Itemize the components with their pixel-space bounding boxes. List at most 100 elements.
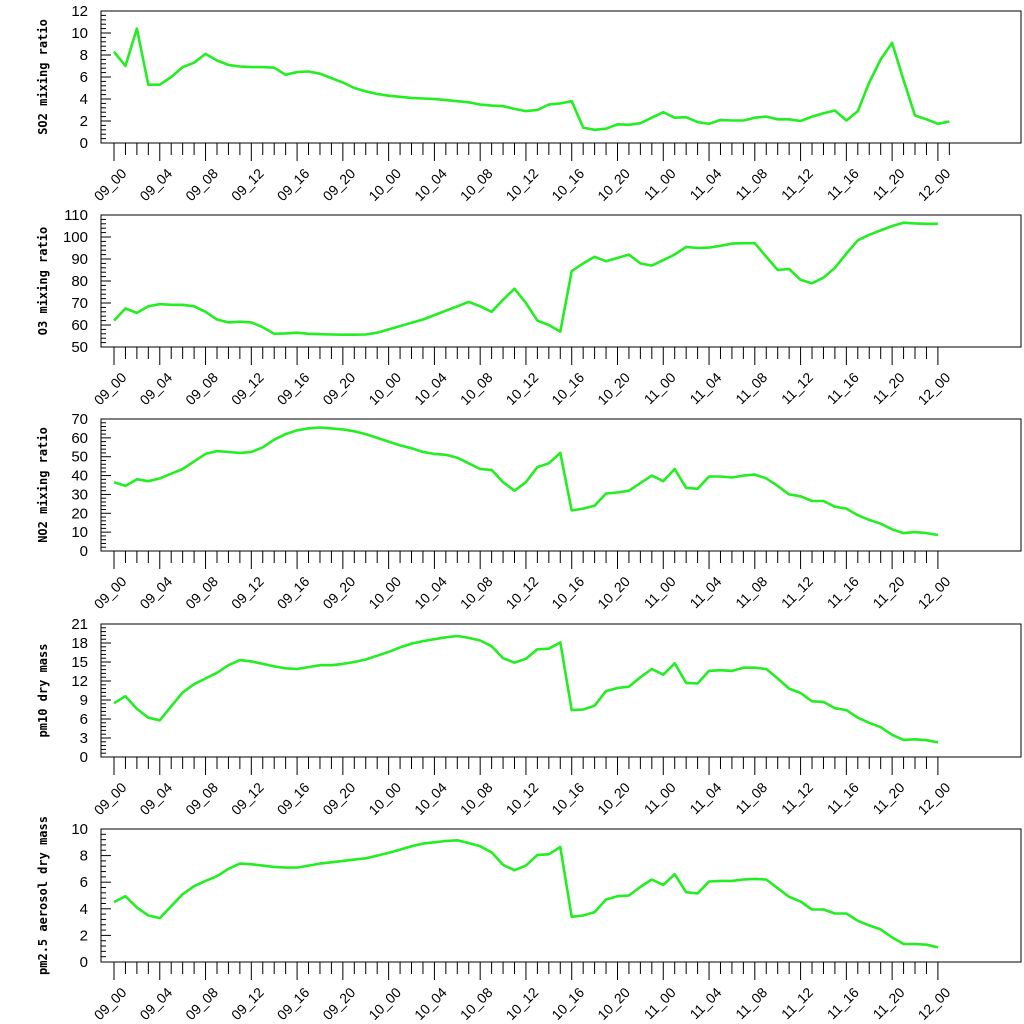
x-tick-label: 09_08	[182, 779, 221, 818]
y-tick-label: 18	[71, 635, 88, 652]
x-tick-label: 10_16	[548, 573, 587, 612]
y-tick-label: 50	[71, 339, 88, 356]
series-line	[112, 27, 950, 132]
x-tick-label: 10_08	[457, 369, 496, 408]
x-tick-label: 11_08	[732, 369, 770, 407]
y-axis-label: O3 mixing ratio	[36, 227, 50, 335]
y-tick-label: 40	[71, 468, 88, 485]
plot-frame	[100, 828, 1022, 963]
y-tick-label: 9	[80, 692, 88, 709]
y-tick-label: 12	[71, 673, 88, 690]
y-axis-label: NO2 mixing ratio	[36, 427, 50, 543]
x-tick-label: 10_00	[365, 984, 404, 1023]
y-tick-label: 0	[80, 543, 88, 560]
x-tick-label: 09_08	[182, 165, 221, 204]
series-line	[113, 634, 939, 744]
x-tick-label: 10_04	[411, 165, 450, 204]
y-tick-label: 4	[80, 901, 88, 918]
y-axis-label: pm10 dry mass	[36, 644, 50, 738]
x-tick-label: 11_12	[778, 779, 816, 817]
y-tick-label: 21	[71, 616, 88, 633]
y-tick-label: 0	[80, 135, 88, 152]
x-tick-label: 11_00	[641, 165, 679, 203]
y-tick-label: 12	[71, 3, 88, 20]
y-tick-label: 50	[71, 449, 88, 466]
x-tick-label: 11_04	[686, 165, 724, 203]
y-tick-label: 6	[80, 69, 88, 86]
y-tick-label: 60	[71, 430, 88, 447]
x-tick-label: 09_00	[91, 369, 130, 408]
x-tick-label: 11_16	[824, 984, 862, 1022]
x-tick-label: 11_20	[869, 779, 907, 817]
plot-frame	[100, 10, 1022, 144]
y-tick-label: 2	[80, 927, 88, 944]
x-tick-label: 10_12	[503, 779, 542, 818]
x-tick-label: 09_04	[136, 369, 175, 408]
x-tick-label: 11_12	[778, 984, 816, 1022]
y-tick-label: 10	[71, 25, 88, 42]
x-tick-label: 11_08	[732, 779, 770, 817]
x-tick-label: 10_00	[365, 573, 404, 612]
x-tick-label: 11_00	[641, 573, 679, 611]
y-tick-label: 90	[71, 251, 88, 268]
panel-0: 0 2 4 6 8 10 12 SO2 mixing ratio 09_00 09_04 09_08…	[36, 3, 1022, 204]
x-tick-label: 10_20	[594, 984, 633, 1023]
x-tick-label: 09_16	[274, 573, 313, 612]
x-tick-label: 11_08	[732, 165, 770, 203]
x-tick-label: 09_20	[319, 369, 358, 408]
x-tick-label: 10_04	[411, 369, 450, 408]
x-tick-label: 10_12	[503, 369, 542, 408]
y-axis-label: pm2.5 aerosol dry mass	[36, 816, 50, 975]
x-tick-label: 09_04	[136, 573, 175, 612]
y-tick-label: 20	[71, 505, 88, 522]
y-tick-label: 10	[71, 524, 88, 541]
y-tick-label: 4	[80, 91, 88, 108]
x-tick-label: 09_08	[182, 369, 221, 408]
x-tick-label: 11_16	[824, 369, 862, 407]
x-tick-label: 09_12	[228, 165, 267, 204]
y-tick-label: 70	[71, 295, 88, 312]
x-tick-label: 11_00	[641, 779, 679, 817]
series-line	[113, 838, 939, 949]
x-tick-label: 09_16	[274, 779, 313, 818]
x-tick-label: 10_04	[411, 984, 450, 1023]
x-tick-label: 10_04	[411, 779, 450, 818]
panel-3: 0 3 6 9 12 15 18 21 pm10 dry mass 09_00 09_04 09_08…	[36, 616, 1022, 818]
x-tick-label: 10_16	[548, 984, 587, 1023]
y-tick-label: 8	[80, 848, 88, 865]
x-tick-label: 11_12	[778, 369, 816, 407]
x-tick-label: 09_16	[274, 984, 313, 1023]
x-tick-label: 10_12	[503, 573, 542, 612]
x-tick-label: 09_20	[319, 165, 358, 204]
y-tick-label: 0	[80, 954, 88, 971]
y-tick-label: 0	[80, 749, 88, 766]
x-tick-label: 09_00	[91, 984, 130, 1023]
x-tick-label: 09_20	[319, 779, 358, 818]
x-tick-label: 10_12	[503, 984, 542, 1023]
x-tick-label: 11_08	[732, 573, 770, 611]
x-tick-label: 09_04	[136, 984, 175, 1023]
x-tick-label: 10_20	[594, 779, 633, 818]
x-tick-label: 09_04	[136, 165, 175, 204]
y-tick-label: 6	[80, 874, 88, 891]
y-tick-label: 2	[80, 113, 88, 130]
y-tick-label: 100	[63, 229, 88, 246]
x-tick-label: 11_04	[686, 369, 724, 407]
series-line	[113, 221, 938, 337]
y-tick-label: 3	[80, 730, 88, 747]
x-tick-label: 10_16	[548, 165, 587, 204]
y-tick-label: 110	[64, 207, 88, 224]
x-tick-label: 09_12	[228, 573, 267, 612]
x-tick-label: 10_08	[457, 573, 496, 612]
y-tick-label: 80	[71, 273, 88, 290]
x-tick-label: 10_16	[548, 369, 587, 408]
plot-frame	[100, 623, 1022, 758]
x-tick-label: 09_08	[182, 573, 221, 612]
y-tick-label: 60	[71, 317, 88, 334]
x-tick-label: 12_00	[915, 779, 954, 818]
x-tick-label: 12_00	[915, 165, 954, 204]
x-tick-label: 09_00	[91, 165, 130, 204]
y-tick-label: 15	[71, 654, 88, 671]
y-tick-label: 8	[80, 47, 88, 64]
x-tick-label: 10_20	[594, 573, 633, 612]
